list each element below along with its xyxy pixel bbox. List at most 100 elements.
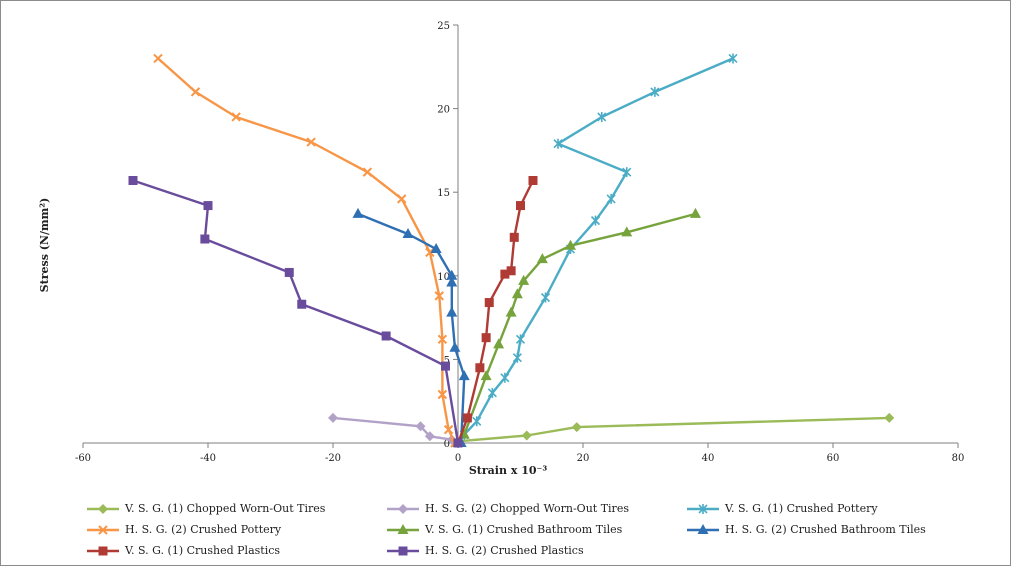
data-point	[475, 363, 485, 373]
data-point	[506, 266, 516, 276]
data-point	[443, 424, 454, 435]
legend-item-vsg1-tiles: V. S. G. (1) Crushed Bathroom Tiles	[385, 523, 685, 536]
legend-key-hsg2-tiles	[687, 523, 719, 534]
legend-key-vsg1-tires	[87, 503, 119, 514]
data-point	[306, 137, 316, 147]
data-point	[511, 288, 523, 299]
y-tick-label: 5	[444, 355, 450, 366]
data-point	[449, 341, 461, 352]
legend-label: V. S. G. (1) Crushed Bathroom Tiles	[425, 523, 623, 536]
legend-key-vsg1-pottery	[687, 503, 719, 514]
x-tick-label: -40	[200, 453, 216, 464]
series-3	[153, 53, 460, 448]
legend-key-vsg1-tiles	[387, 523, 419, 534]
legend-item-hsg2-pottery: H. S. G. (2) Crushed Pottery	[85, 523, 385, 536]
legend-item-vsg1-plastics: V. S. G. (1) Crushed Plastics	[85, 544, 385, 557]
data-point	[884, 412, 895, 423]
data-point	[402, 228, 414, 238]
data-point	[487, 387, 497, 398]
data-point	[516, 201, 525, 211]
legend-marker	[98, 546, 108, 555]
data-point	[500, 372, 510, 383]
data-point	[690, 207, 701, 218]
x-tick-label: -20	[325, 453, 341, 464]
data-point	[453, 438, 463, 448]
data-point	[446, 306, 458, 317]
x-tick-label: 60	[827, 453, 840, 464]
data-point	[509, 232, 519, 242]
legend-item-vsg1-pottery: V. S. G. (1) Crushed Pottery	[685, 502, 985, 515]
legend-marker	[397, 523, 409, 534]
data-point	[505, 306, 517, 317]
data-point	[622, 167, 632, 178]
legend-row: V. S. G. (1) Chopped Worn-Out Tires H. S…	[85, 498, 985, 519]
data-point	[512, 352, 522, 363]
legend-label: V. S. G. (1) Crushed Pottery	[725, 502, 878, 515]
y-tick-label: 10	[437, 272, 450, 283]
data-point	[571, 422, 582, 433]
legend-key-hsg2-pottery	[87, 524, 119, 535]
data-point	[500, 269, 510, 279]
data-point	[203, 201, 213, 211]
legend-label: H. S. G. (2) Crushed Plastics	[425, 544, 584, 557]
y-tick-label: 0	[444, 439, 450, 450]
series-line	[132, 179, 460, 444]
data-point	[381, 331, 391, 341]
y-axis-label: Stress (N/mm²)	[38, 198, 51, 293]
series-7	[128, 175, 463, 448]
data-point	[231, 112, 241, 122]
legend-item-hsg2-tires: H. S. G. (2) Chopped Worn-Out Tires	[385, 502, 685, 515]
legend-label: H. S. G. (2) Crushed Pottery	[125, 523, 282, 536]
legend-key-vsg1-plastics	[87, 546, 119, 555]
y-tick-label: 20	[437, 105, 450, 116]
data-point	[480, 370, 492, 381]
data-point	[472, 416, 482, 427]
data-point	[446, 269, 458, 280]
data-point	[437, 334, 448, 345]
legend-item-hsg2-plastics: H. S. G. (2) Crushed Plastics	[385, 544, 685, 557]
data-point	[153, 53, 163, 64]
x-tick-label: -60	[75, 453, 91, 464]
data-point	[540, 292, 551, 303]
legend-row: H. S. G. (2) Crushed Pottery V. S. G. (1…	[85, 519, 985, 540]
data-point	[553, 138, 563, 149]
legend-label: H. S. G. (2) Chopped Worn-Out Tires	[425, 502, 629, 515]
series-line	[157, 57, 456, 444]
x-axis-label: Strain x 10⁻³	[469, 464, 547, 477]
data-point	[446, 276, 458, 287]
legend-label: V. S. G. (1) Crushed Plastics	[125, 544, 281, 557]
data-point	[434, 291, 444, 301]
data-point	[536, 253, 548, 264]
series-line	[456, 179, 535, 444]
data-point	[515, 334, 526, 345]
legend-key-hsg2-plastics	[387, 546, 419, 555]
data-point	[484, 298, 494, 308]
data-point	[650, 86, 660, 97]
x-tick-label: 40	[702, 453, 715, 464]
data-point	[424, 431, 435, 442]
data-point	[481, 333, 491, 343]
data-point	[128, 175, 138, 185]
data-point	[606, 193, 616, 204]
x-tick-label: 0	[455, 453, 461, 464]
data-point	[328, 412, 338, 423]
legend-marker	[98, 503, 108, 514]
data-point	[621, 226, 633, 237]
legend-marker	[98, 524, 108, 535]
series-line	[457, 57, 734, 444]
data-point	[397, 194, 407, 204]
data-point	[597, 111, 607, 122]
data-point	[493, 338, 505, 349]
data-point	[437, 389, 448, 400]
series-6	[453, 175, 538, 448]
data-point	[528, 175, 538, 185]
data-point	[590, 215, 601, 226]
data-point	[565, 239, 576, 250]
legend-key-hsg2-tires	[387, 503, 419, 514]
data-point	[297, 299, 307, 309]
legend-row: V. S. G. (1) Crushed Plastics H. S. G. (…	[85, 540, 985, 561]
data-point	[462, 413, 472, 423]
